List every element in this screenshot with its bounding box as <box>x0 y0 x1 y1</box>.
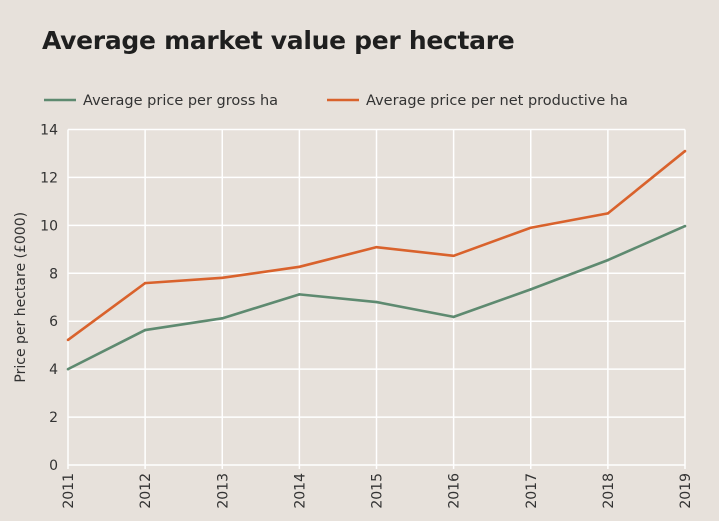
y-tick-label: 2 <box>49 410 58 426</box>
data-point <box>143 328 147 332</box>
x-tick-label: 2018 <box>601 473 617 509</box>
x-tick-label: 2013 <box>215 473 231 509</box>
y-tick-label: 0 <box>49 458 58 474</box>
data-point <box>66 338 70 342</box>
data-point <box>375 300 378 304</box>
data-point <box>606 258 610 262</box>
data-point <box>298 265 301 269</box>
data-point <box>683 224 687 228</box>
x-tick-label: 2016 <box>447 473 463 509</box>
data-point <box>606 212 610 215</box>
data-point <box>452 315 455 319</box>
x-tick-label: 2017 <box>524 473 540 509</box>
legend-label: Average price per net productive ha <box>366 93 628 109</box>
data-point <box>298 293 301 296</box>
y-tick-label: 6 <box>49 314 58 330</box>
data-point <box>220 276 224 280</box>
x-tick-label: 2012 <box>138 473 154 509</box>
x-tick-label: 2011 <box>61 473 77 509</box>
y-tick-label: 12 <box>40 170 58 186</box>
y-axis-label: Price per hectare (£000) <box>13 212 29 383</box>
data-point <box>529 288 533 291</box>
chart-title: Average market value per hectare <box>42 26 515 55</box>
x-tick-label: 2015 <box>370 473 386 509</box>
data-point <box>683 149 687 153</box>
y-tick-label: 14 <box>40 123 58 139</box>
legend-label: Average price per gross ha <box>83 93 278 109</box>
data-point <box>220 317 224 320</box>
x-tick-label: 2019 <box>678 473 694 509</box>
x-tick-label: 2014 <box>292 473 308 509</box>
data-point <box>452 254 455 258</box>
data-point <box>529 226 533 230</box>
y-tick-label: 10 <box>40 218 58 234</box>
y-tick-label: 8 <box>49 266 58 282</box>
data-point <box>66 367 70 371</box>
data-point <box>143 281 147 285</box>
y-tick-label: 4 <box>49 362 58 378</box>
data-point <box>375 245 378 249</box>
